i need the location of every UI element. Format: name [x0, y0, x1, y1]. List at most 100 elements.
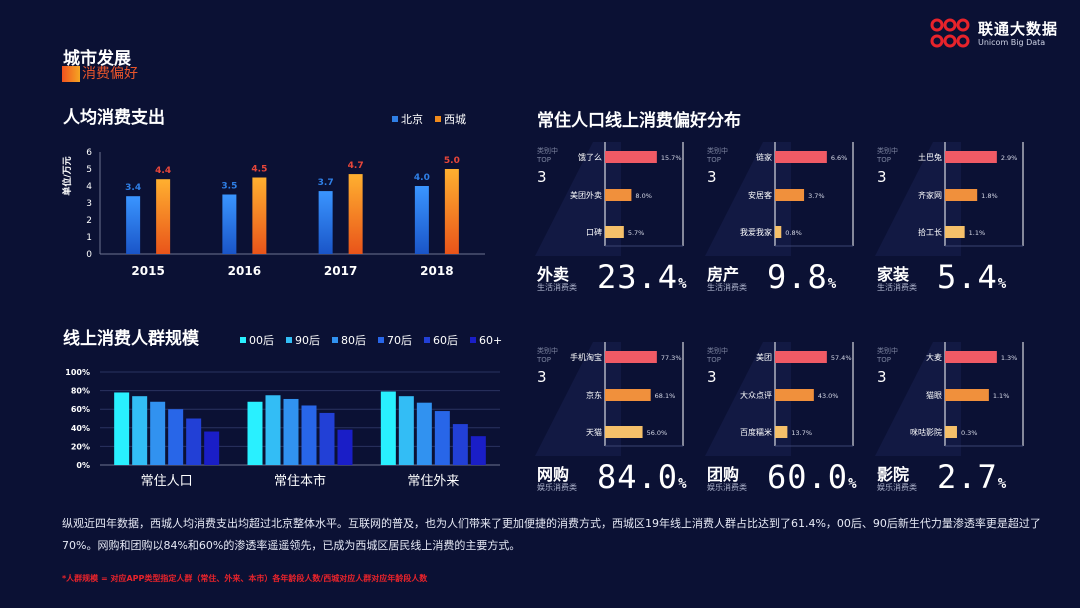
preference-section-title: 常住人口线上消费偏好分布	[537, 111, 741, 131]
panel-item-value: 56.0%	[647, 429, 668, 437]
legend-swatch	[240, 337, 246, 343]
spending-data-label: 3.7	[318, 178, 334, 188]
spending-data-label: 5.0	[444, 156, 460, 166]
age-group-bar	[301, 405, 317, 465]
age-group-bar	[265, 395, 281, 465]
preference-panel: 链家 6.6% 安居客 3.7% 我爱我家 0.8% 类别中 TOP 3	[705, 138, 865, 261]
x-tick-label: 2015	[131, 264, 164, 278]
category-penetration: 23.4%	[597, 258, 688, 296]
panel-rank-caption: 类别中	[537, 347, 558, 355]
preference-panel: 手机淘宝 77.3% 京东 68.1% 天猫 56.0% 类别中 TOP 3	[535, 338, 695, 461]
age-group-bar	[434, 411, 450, 465]
preference-mini-chart: 土巴兔 2.9% 齐家网 1.8% 拾工长 1.1%	[875, 142, 1024, 256]
category-type: 娱乐消费类	[707, 483, 747, 492]
percent-sign: %	[997, 276, 1008, 292]
panel-item-value: 0.8%	[785, 229, 802, 237]
scale-legend: 00后 90后 80后 70后 60后 60+	[240, 332, 514, 348]
panel-rank-caption: 类别中	[877, 347, 898, 355]
panel-item-value: 43.0%	[818, 392, 839, 400]
panel-rank-label: 类别中 TOP	[707, 347, 728, 365]
panel-item-bar	[945, 226, 965, 238]
category-name: 家装	[877, 265, 910, 284]
panel-item-name: 拾工长	[918, 227, 942, 237]
panel-rank-label: 类别中 TOP	[877, 347, 898, 365]
spending-bar	[126, 196, 141, 254]
panel-item-value: 68.1%	[655, 392, 676, 400]
panel-backdrop	[875, 142, 961, 256]
x-tick-label: 常住外来	[407, 474, 459, 489]
y-tick-label: 0	[86, 250, 92, 260]
legend-swatch	[424, 337, 430, 343]
panel-rank-label: 类别中 TOP	[877, 147, 898, 165]
panel-item-bar	[775, 226, 782, 238]
panel-item-name: 手机淘宝	[570, 352, 602, 362]
page-title: 城市发展	[63, 49, 131, 69]
panel-item-bar	[775, 189, 805, 201]
age-group-bar	[319, 412, 335, 465]
panel-item-value: 2.9%	[1001, 154, 1018, 162]
age-group-bar	[337, 429, 353, 465]
panel-item-name: 齐家网	[918, 190, 942, 200]
age-group-bar	[398, 396, 414, 465]
category-name: 外卖	[537, 265, 570, 284]
legend-swatch	[332, 337, 338, 343]
preference-mini-chart: 饿了么 15.7% 美团外卖 8.0% 口碑 5.7%	[535, 142, 684, 256]
panel-item-name: 美团	[756, 352, 772, 362]
panel-rank-top: TOP	[537, 356, 552, 364]
panel-item-name: 饿了么	[578, 152, 602, 162]
legend-label: 80后	[341, 334, 366, 347]
preference-mini-chart: 美团 57.4% 大众点评 43.0% 百度糯米 13.7%	[705, 342, 854, 456]
panel-item-name: 美团外卖	[570, 190, 602, 200]
panel-rank-caption: 类别中	[537, 147, 558, 155]
age-group-bar	[470, 436, 486, 465]
legend-item-xicheng: 西城	[435, 111, 466, 127]
panel-rank-number: 3	[537, 168, 547, 186]
preference-panel: 大麦 1.3% 猫眼 1.1% 咪咕影院 0.3% 类别中 TOP 3	[875, 338, 1035, 461]
panel-item-bar	[605, 189, 632, 201]
category-name: 房产	[707, 265, 740, 284]
scale-section-title: 线上消费人群规模	[63, 329, 199, 349]
scale-bar-chart: 0% 20% 40% 60% 80% 100% 常住人口 常住本市 常住外来	[65, 368, 500, 489]
spending-bar	[414, 186, 429, 254]
panel-item-value: 6.6%	[831, 154, 848, 162]
panel-item-value: 1.1%	[969, 229, 986, 237]
subtitle-marker	[62, 66, 80, 82]
panel-item-bar	[605, 389, 651, 401]
y-tick-label: 6	[86, 148, 92, 158]
age-group-bar	[132, 396, 148, 465]
y-tick-label: 4	[86, 182, 92, 192]
category-penetration: 60.0%	[767, 458, 858, 496]
y-axis-title: 单位/万元	[61, 156, 73, 195]
legend-label: 60+	[479, 333, 503, 347]
panel-item-bar	[775, 426, 788, 438]
panel-item-bar	[775, 151, 827, 163]
category-penetration: 2.7%	[937, 458, 1007, 496]
panel-item-bar	[945, 389, 989, 401]
panel-rank-number: 3	[707, 368, 717, 386]
category-penetration-value: 23.4	[597, 258, 679, 296]
panel-item-value: 0.3%	[961, 429, 978, 437]
percent-sign: %	[848, 476, 858, 492]
panel-item-name: 天猫	[586, 427, 602, 437]
panel-item-name: 口碑	[586, 227, 602, 237]
preference-mini-chart: 手机淘宝 77.3% 京东 68.1% 天猫 56.0%	[535, 342, 684, 456]
category-type: 生活消费类	[707, 283, 747, 292]
spending-bar	[348, 174, 363, 254]
unicom-logo-icon	[930, 18, 970, 48]
spending-bar	[444, 169, 459, 254]
panel-item-name: 大众点评	[740, 390, 772, 400]
panel-item-bar	[945, 426, 957, 438]
panel-rank-label: 类别中 TOP	[537, 347, 558, 365]
panel-item-bar	[775, 351, 827, 363]
legend-item-90: 90后	[286, 332, 320, 348]
legend-item-70: 70后	[378, 332, 412, 348]
legend-swatch	[435, 116, 441, 122]
x-tick-label: 常住人口	[141, 474, 193, 489]
x-tick-label: 2017	[324, 264, 357, 278]
spending-data-label: 4.4	[155, 166, 171, 176]
legend-item-00: 00后	[240, 332, 274, 348]
age-group-bar	[204, 431, 220, 465]
legend-item-80: 80后	[332, 332, 366, 348]
panel-backdrop	[535, 142, 621, 256]
panel-rank-number: 3	[877, 168, 887, 186]
